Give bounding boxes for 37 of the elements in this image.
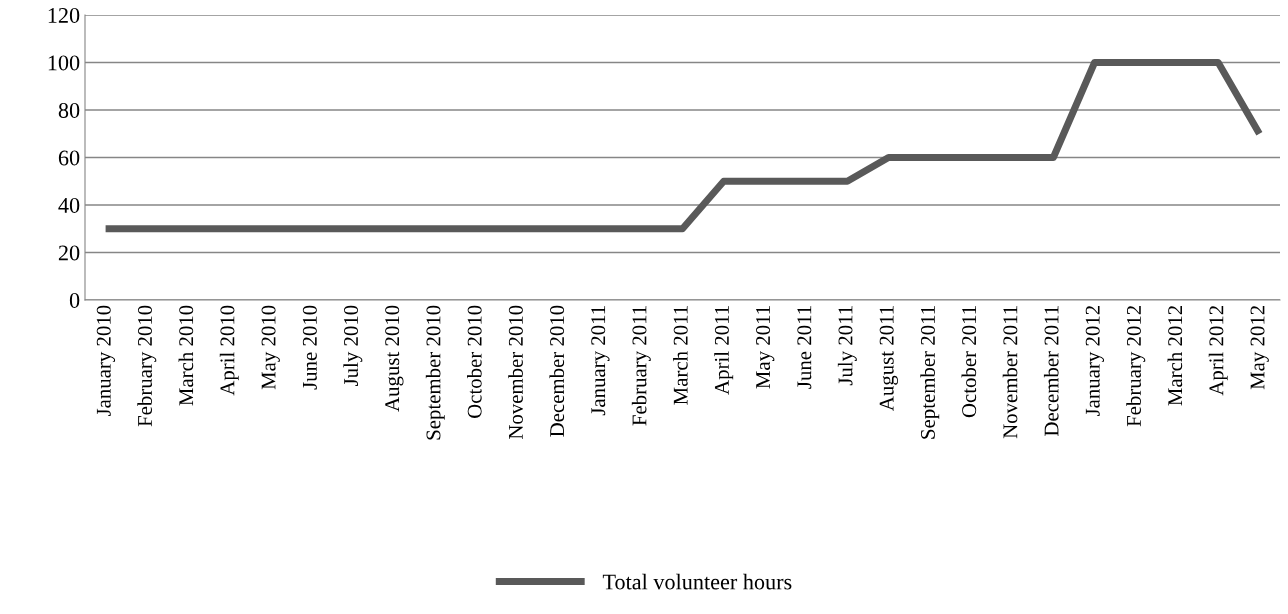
x-tick-label: January 2012 <box>1085 306 1105 417</box>
x-tick-label: May 2011 <box>756 306 775 389</box>
x-tick-label: November 2010 <box>508 305 523 440</box>
x-tick-label: September 2011 <box>920 306 940 439</box>
x-tick-label: June 2011 <box>797 306 812 389</box>
x-tick-label: March 2011 <box>673 306 688 405</box>
x-tick-label: February 2010 <box>137 305 157 427</box>
x-tick-label: December 2010 <box>549 305 565 437</box>
y-tick-label: 120 <box>48 7 80 23</box>
x-tick-label: February 2012 <box>1126 306 1146 427</box>
x-tick-label: January 2010 <box>96 305 116 417</box>
x-tick-label: March 2010 <box>178 305 194 406</box>
legend-label: Total volunteer hours <box>602 573 792 590</box>
y-tick-label: 60 <box>58 150 80 166</box>
x-tick-label: September 2010 <box>425 305 445 440</box>
x-tick-label: March 2012 <box>1167 306 1183 406</box>
x-tick-label: April 2010 <box>219 305 239 396</box>
x-tick-label: May 2010 <box>261 305 280 390</box>
x-tick-label: February 2011 <box>631 306 651 426</box>
x-tick-label: April 2011 <box>714 306 734 395</box>
x-tick-label: October 2011 <box>961 306 977 418</box>
x-tick-label: July 2010 <box>343 305 363 387</box>
y-tick-label: 20 <box>58 245 80 261</box>
y-tick-label: 80 <box>58 102 80 118</box>
x-tick-label: November 2011 <box>1002 306 1018 439</box>
x-tick-label: January 2011 <box>591 306 610 416</box>
x-tick-label: December 2011 <box>1043 306 1059 436</box>
y-tick-label: 0 <box>69 292 80 308</box>
x-tick-label: May 2012 <box>1250 306 1269 390</box>
x-tick-label: April 2012 <box>1208 306 1228 396</box>
y-tick-label: 100 <box>48 55 80 71</box>
x-tick-label: August 2011 <box>879 306 898 411</box>
x-tick-label: June 2010 <box>302 305 317 390</box>
x-tick-label: July 2011 <box>837 306 857 386</box>
y-tick-label: 40 <box>58 197 80 213</box>
x-tick-label: October 2010 <box>467 305 482 418</box>
x-tick-label: August 2010 <box>385 305 404 412</box>
